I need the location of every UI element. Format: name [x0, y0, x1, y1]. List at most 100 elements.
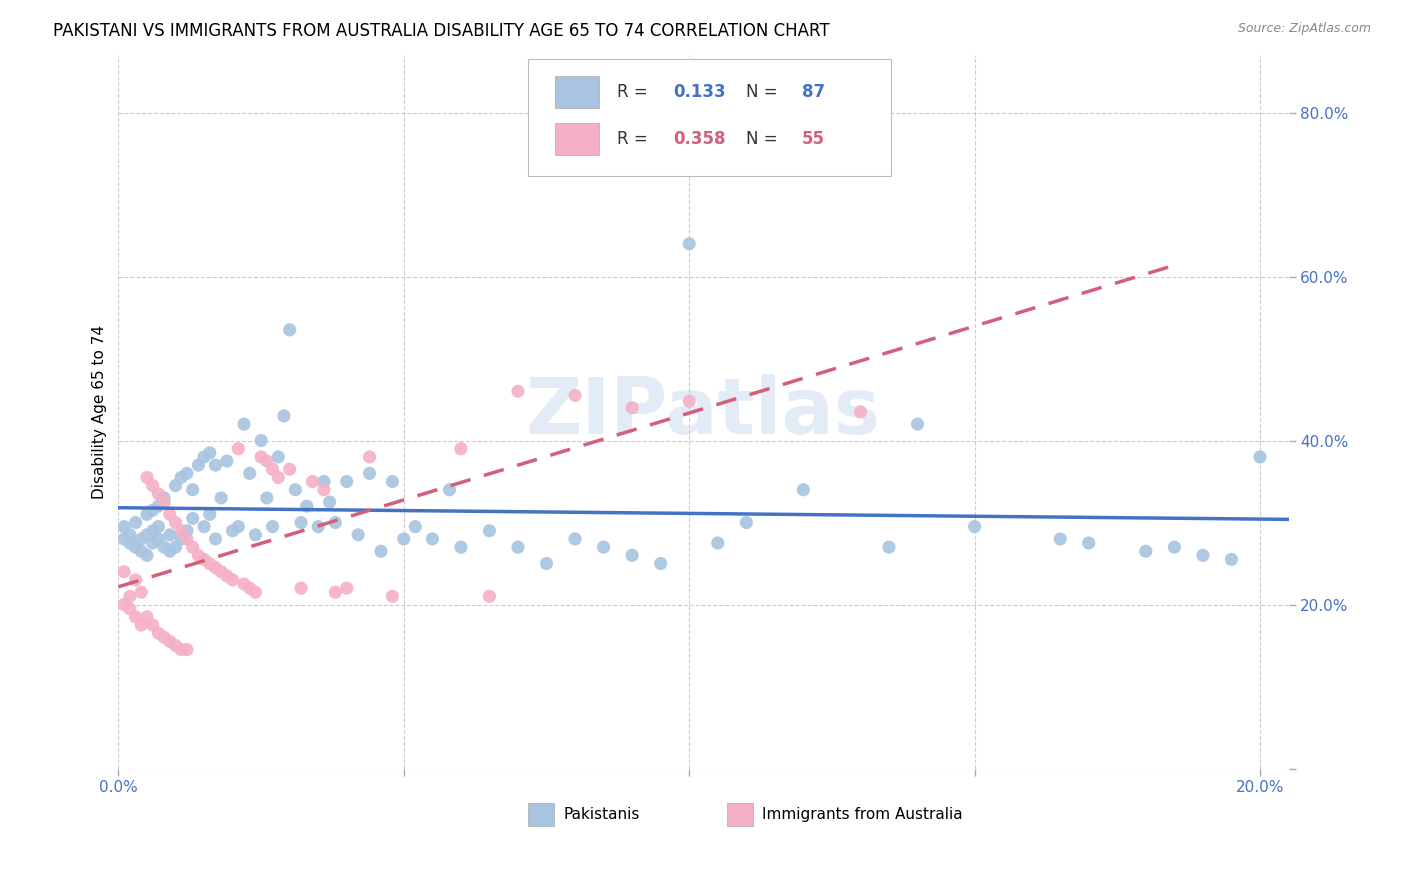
Point [262, 462, 284, 476]
Point [239, 581, 262, 595]
Point [198, 446, 221, 460]
Point [136, 610, 159, 624]
Point [233, 577, 256, 591]
Point [478, 524, 501, 538]
Text: 0.133: 0.133 [673, 83, 725, 101]
Text: N =: N = [745, 130, 783, 148]
Point [153, 495, 176, 509]
Point [187, 549, 209, 563]
Point [312, 483, 335, 497]
Text: 55: 55 [801, 130, 825, 148]
Point [226, 519, 249, 533]
Point [307, 519, 329, 533]
Point [506, 540, 529, 554]
Point [963, 519, 986, 533]
Point [159, 544, 181, 558]
Point [564, 388, 586, 402]
Point [256, 491, 278, 505]
Point [118, 590, 141, 604]
Point [239, 467, 262, 481]
Point [170, 524, 193, 538]
Point [142, 478, 165, 492]
Point [621, 401, 644, 415]
Point [124, 540, 146, 554]
Point [148, 626, 170, 640]
Point [112, 532, 135, 546]
Point [262, 519, 284, 533]
Point [1135, 544, 1157, 558]
Point [170, 532, 193, 546]
Point [148, 499, 170, 513]
Point [370, 544, 392, 558]
Point [678, 394, 700, 409]
Point [877, 540, 900, 554]
Point [450, 442, 472, 456]
Point [204, 458, 226, 472]
Point [478, 590, 501, 604]
Point [1077, 536, 1099, 550]
Point [165, 478, 187, 492]
Point [245, 528, 267, 542]
Point [165, 540, 187, 554]
Point [209, 491, 232, 505]
Point [176, 532, 198, 546]
Point [359, 467, 381, 481]
Point [564, 532, 586, 546]
Point [621, 549, 644, 563]
Point [170, 642, 193, 657]
Point [278, 462, 301, 476]
Point [792, 483, 814, 497]
Point [295, 499, 318, 513]
Point [267, 450, 290, 464]
Text: R =: R = [617, 83, 652, 101]
Point [142, 524, 165, 538]
Point [381, 475, 404, 489]
Point [118, 536, 141, 550]
Point [422, 532, 444, 546]
Point [136, 528, 159, 542]
Point [136, 549, 159, 563]
Point [176, 467, 198, 481]
Point [136, 508, 159, 522]
Point [1249, 450, 1271, 464]
FancyBboxPatch shape [529, 59, 890, 177]
Point [165, 516, 187, 530]
Text: R =: R = [617, 130, 652, 148]
Text: Pakistanis: Pakistanis [562, 806, 640, 822]
Point [181, 511, 204, 525]
Point [112, 598, 135, 612]
Point [204, 560, 226, 574]
Point [198, 508, 221, 522]
Text: ZIPatlas: ZIPatlas [526, 374, 882, 450]
Point [142, 618, 165, 632]
Text: Immigrants from Australia: Immigrants from Australia [762, 806, 963, 822]
Point [209, 565, 232, 579]
Point [359, 450, 381, 464]
Point [849, 405, 872, 419]
Point [112, 519, 135, 533]
Point [284, 483, 307, 497]
Point [245, 585, 267, 599]
Point [124, 573, 146, 587]
Point [735, 516, 758, 530]
Point [124, 610, 146, 624]
Text: N =: N = [745, 83, 783, 101]
Point [112, 565, 135, 579]
Point [118, 601, 141, 615]
Point [153, 540, 176, 554]
Point [226, 442, 249, 456]
Point [1220, 552, 1243, 566]
Point [124, 516, 146, 530]
Text: 87: 87 [801, 83, 825, 101]
Point [159, 528, 181, 542]
Point [170, 470, 193, 484]
Point [592, 540, 614, 554]
Point [198, 557, 221, 571]
Point [129, 532, 152, 546]
Point [165, 639, 187, 653]
Point [347, 528, 370, 542]
Point [290, 581, 312, 595]
Point [1163, 540, 1185, 554]
Point [1049, 532, 1071, 546]
Point [159, 634, 181, 648]
